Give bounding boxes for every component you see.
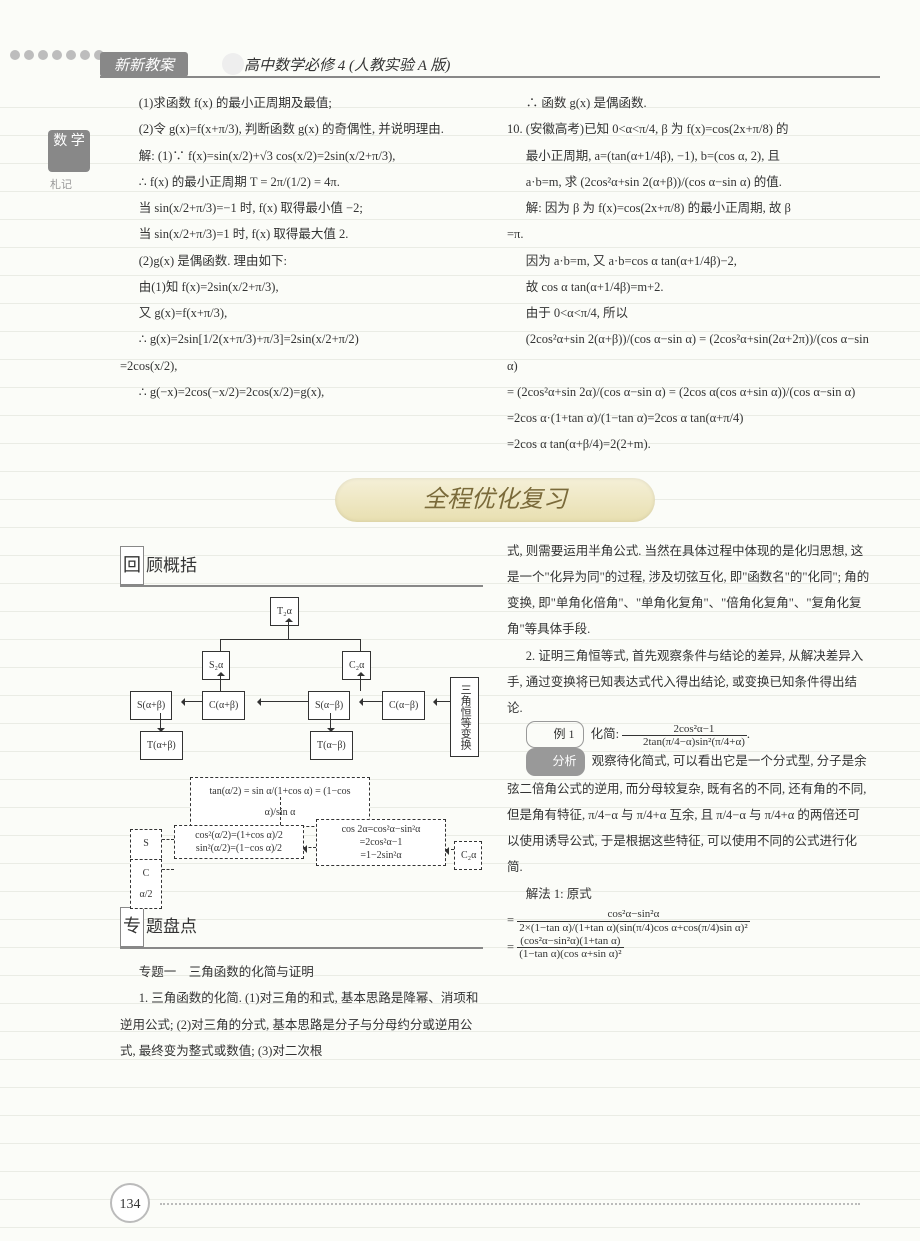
side-tab-sub: 札记 bbox=[50, 176, 72, 192]
ex1-d: 2tan(π/4−α)sin²(π/4+α) bbox=[622, 736, 747, 748]
edge bbox=[360, 673, 361, 691]
l6: (2)g(x) 是偶函数. 理由如下: bbox=[120, 248, 483, 274]
edge bbox=[162, 839, 174, 840]
badge-circle bbox=[222, 53, 244, 75]
node-sab: S(α+β) bbox=[130, 691, 172, 720]
node-cos2a: cos 2α=cos²α−sin²α =2cos²α−1 =1−2sin²α bbox=[316, 819, 446, 866]
l7: 由(1)知 f(x)=2sin(x/2+π/3), bbox=[120, 274, 483, 300]
topic-rest: 题盘点 bbox=[146, 909, 197, 945]
edge bbox=[434, 701, 450, 702]
node-tab: T(α+β) bbox=[140, 731, 183, 760]
page-header: 新新教案 高中数学必修 4 (人教实验 A 版) bbox=[100, 52, 880, 78]
r8: 由于 0<α<π/4, 所以 bbox=[507, 300, 870, 326]
sol-label: 解法 1: bbox=[526, 887, 564, 901]
r12: =2cos α tan(α+β/4)=2(2+m). bbox=[507, 431, 870, 457]
bottom-columns: 回 顾概括 T₂α S₂α C₂α S(α+β) C(α+β) S(α−β) C… bbox=[120, 538, 870, 1065]
l10: =2cos(x/2), bbox=[120, 353, 483, 379]
l1: (2)令 g(x)=f(x+π/3), 判断函数 g(x) 的奇偶性, 并说明理… bbox=[120, 116, 483, 142]
r10: = (2cos²α+sin 2α)/(cos α−sin α) = (2cos … bbox=[507, 379, 870, 405]
sol-step1: = cos²α−sin²α 2×(1−tan α)/(1+tan α)(sin(… bbox=[507, 907, 870, 934]
r2: 最小正周期, a=(tan(α+1/4β), −1), b=(cos α, 2)… bbox=[507, 143, 870, 169]
r5: =π. bbox=[507, 221, 870, 247]
l4: 当 sin(x/2+π/3)=−1 时, f(x) 取得最小值 −2; bbox=[120, 195, 483, 221]
edge bbox=[258, 701, 308, 702]
sol-f2-n: (cos²α−sin²α)(1+tan α) bbox=[517, 935, 623, 948]
edge bbox=[220, 639, 360, 640]
ex1-frac: 2cos²α−1 2tan(π/4−α)sin²(π/4+α) bbox=[622, 723, 747, 748]
r9: (2cos²α+sin 2(α+β))/(cos α−sin α) = (2co… bbox=[507, 326, 870, 379]
top-columns: (1)求函数 f(x) 的最小正周期及最值; (2)令 g(x)=f(x+π/3… bbox=[120, 90, 870, 458]
topic-heading: 专 题盘点 bbox=[120, 907, 483, 949]
edge bbox=[162, 869, 174, 870]
r0: ∴ 函数 g(x) 是偶函数. bbox=[507, 90, 870, 116]
r1: 10. (安徽高考)已知 0<α<π/4, β 为 f(x)=cos(2x+π/… bbox=[507, 116, 870, 142]
review-heading: 回 顾概括 bbox=[120, 546, 483, 588]
edge bbox=[360, 639, 361, 651]
sol-f2-d: (1−tan α)(cos α+sin α)² bbox=[517, 948, 623, 960]
ex1-text: 化简: bbox=[591, 727, 619, 741]
r6: 因为 a·b=m, 又 a·b=cos α tan(α+1/4β)−2, bbox=[507, 248, 870, 274]
node-tmb: T(α−β) bbox=[310, 731, 353, 760]
side-tab: 数 学 bbox=[48, 130, 90, 172]
sol-text: 原式 bbox=[567, 887, 592, 901]
edge bbox=[220, 639, 221, 651]
edge bbox=[160, 713, 161, 731]
right-column: ∴ 函数 g(x) 是偶函数. 10. (安徽高考)已知 0<α<π/4, β … bbox=[507, 90, 870, 458]
l3: ∴ f(x) 的最小正周期 T = 2π/(1/2) = 4π. bbox=[120, 169, 483, 195]
edge bbox=[330, 713, 331, 731]
sol-step2: = (cos²α−sin²α)(1+tan α) (1−tan α)(cos α… bbox=[507, 934, 870, 961]
page-number: 134 bbox=[110, 1183, 150, 1223]
topic1-p1: 1. 三角函数的化简. (1)对三角的和式, 基本思路是降幂、消项和逆用公式; … bbox=[120, 985, 483, 1064]
analysis: 分析 观察待化简式, 可以看出它是一个分式型, 分子是余弦二倍角公式的逆用, 而… bbox=[507, 748, 870, 880]
review-lead: 回 bbox=[120, 546, 144, 586]
transform-diagram: T₂α S₂α C₂α S(α+β) C(α+β) S(α−β) C(α−β) bbox=[130, 597, 480, 897]
ex1: 例 1 化简: 2cos²α−1 2tan(π/4−α)sin²(π/4+α) … bbox=[507, 721, 870, 748]
r4: 解: 因为 β 为 f(x)=cos(2x+π/8) 的最小正周期, 故 β bbox=[507, 195, 870, 221]
node-coshalf: cos²(α/2)=(1+cos α)/2 sin²(α/2)=(1−cos α… bbox=[174, 825, 304, 859]
r7: 故 cos α tan(α+1/4β)=m+2. bbox=[507, 274, 870, 300]
analysis-label: 分析 bbox=[526, 748, 585, 775]
right-bottom-column: 式, 则需要运用半角公式. 当然在具体过程中体现的是化归思想, 这是一个"化异为… bbox=[507, 538, 870, 1065]
page-dots bbox=[160, 1203, 860, 1205]
topic-lead: 专 bbox=[120, 907, 144, 947]
book-title: 高中数学必修 4 (人教实验 A 版) bbox=[244, 54, 450, 75]
node-cab: C(α+β) bbox=[202, 691, 245, 720]
vert-label: 三角恒等变换 bbox=[450, 677, 479, 757]
node-chalf: C α/2 bbox=[130, 859, 162, 909]
r3: a·b=m, 求 (2cos²α+sin 2(α+β))/(cos α−sin … bbox=[507, 169, 870, 195]
edge bbox=[446, 849, 454, 850]
l9: ∴ g(x)=2sin[1/2(x+π/3)+π/3]=2sin(x/2+π/2… bbox=[120, 326, 483, 352]
node-cmb: C(α−β) bbox=[382, 691, 425, 720]
l5: 当 sin(x/2+π/3)=1 时, f(x) 取得最大值 2. bbox=[120, 221, 483, 247]
l0: (1)求函数 f(x) 的最小正周期及最值; bbox=[120, 90, 483, 116]
left-bottom-column: 回 顾概括 T₂α S₂α C₂α S(α+β) C(α+β) S(α−β) C… bbox=[120, 538, 483, 1065]
edge bbox=[288, 619, 289, 639]
left-column: (1)求函数 f(x) 的最小正周期及最值; (2)令 g(x)=f(x+π/3… bbox=[120, 90, 483, 458]
r11: =2cos α·(1+tan α)/(1−tan α)=2cos α tan(α… bbox=[507, 405, 870, 431]
sol-f1: cos²α−sin²α 2×(1−tan α)/(1+tan α)(sin(π/… bbox=[517, 908, 749, 933]
sol-f1-n: cos²α−sin²α bbox=[517, 908, 749, 921]
series-badge: 新新教案 bbox=[100, 52, 188, 77]
ex1-n: 2cos²α−1 bbox=[622, 723, 747, 736]
topic1-title: 专题一 三角函数的化简与证明 bbox=[120, 959, 483, 985]
sol-f2: (cos²α−sin²α)(1+tan α) (1−tan α)(cos α+s… bbox=[517, 935, 623, 960]
decor-dots bbox=[10, 50, 104, 60]
edge bbox=[304, 847, 316, 848]
rb-p2: 2. 证明三角恒等式, 首先观察条件与结论的差异, 从解决差异入手, 通过变换将… bbox=[507, 643, 870, 722]
node-c2ar: C₂α bbox=[454, 841, 482, 870]
edge bbox=[360, 701, 382, 702]
main-content: (1)求函数 f(x) 的最小正周期及最值; (2)令 g(x)=f(x+π/3… bbox=[120, 90, 870, 1191]
edge bbox=[182, 701, 202, 702]
sol-f1-d: 2×(1−tan α)/(1+tan α)(sin(π/4)cos α+cos(… bbox=[517, 922, 749, 934]
l8: 又 g(x)=f(x+π/3), bbox=[120, 300, 483, 326]
l11: ∴ g(−x)=2cos(−x/2)=2cos(x/2)=g(x), bbox=[120, 379, 483, 405]
edge bbox=[220, 673, 221, 691]
review-rest: 顾概括 bbox=[146, 548, 197, 584]
sol: 解法 1: 原式 bbox=[507, 881, 870, 907]
rb-p1: 式, 则需要运用半角公式. 当然在具体过程中体现的是化归思想, 这是一个"化异为… bbox=[507, 538, 870, 643]
ex1-label: 例 1 bbox=[526, 721, 584, 748]
l2: 解: (1)∵ f(x)=sin(x/2)+√3 cos(x/2)=2sin(x… bbox=[120, 143, 483, 169]
edge bbox=[280, 797, 281, 825]
section-banner: 全程优化复习 bbox=[335, 478, 655, 522]
